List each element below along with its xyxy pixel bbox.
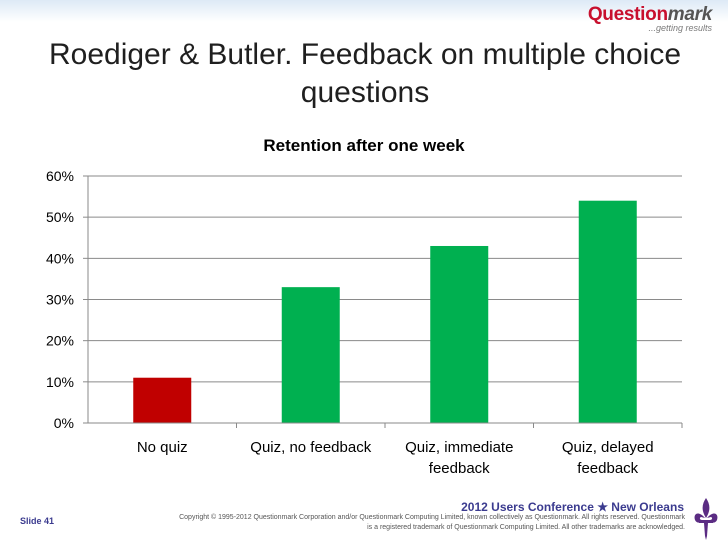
copyright-line-1: Copyright © 1995-2012 Questionmark Corpo… [179, 514, 685, 521]
x-tick-label: Quiz, no feedback [250, 439, 371, 456]
x-tick-label: Quiz, delayed feedback [562, 439, 654, 477]
x-tick-label: No quiz [137, 439, 188, 456]
fleur-de-lis-icon [694, 498, 718, 540]
logo-text-italic: mark [667, 4, 713, 25]
bar [578, 200, 637, 423]
x-tick-label: Quiz, immediate feedback [405, 439, 513, 477]
copyright-line-2: is a registered trademark of Questionmar… [367, 524, 685, 531]
top-gradient-band [0, 0, 728, 22]
y-tick-label: 60% [46, 168, 74, 184]
y-tick-label: 30% [46, 292, 74, 308]
bar [133, 377, 192, 423]
bar [430, 245, 489, 423]
slide-number: Slide 41 [20, 516, 55, 526]
y-tick-label: 20% [46, 333, 74, 349]
conference-label: 2012 Users Conference ★ New Orleans [461, 500, 684, 514]
y-tick-label: 10% [46, 374, 74, 390]
y-tick-label: 40% [46, 250, 74, 266]
y-tick-label: 0% [54, 415, 74, 431]
logo-tagline: ...getting results [648, 23, 712, 33]
slide-title: Roediger & Butler. Feedback on multiple … [48, 38, 682, 109]
logo-text: Question [587, 4, 668, 25]
y-tick-label: 50% [46, 209, 74, 225]
bar [281, 287, 340, 423]
questionmark-logo: Questionmark ...getting results [588, 4, 712, 33]
copyright-text: Copyright © 1995-2012 Questionmark Corpo… [140, 513, 685, 533]
chart-title: Retention after one week [263, 136, 465, 155]
